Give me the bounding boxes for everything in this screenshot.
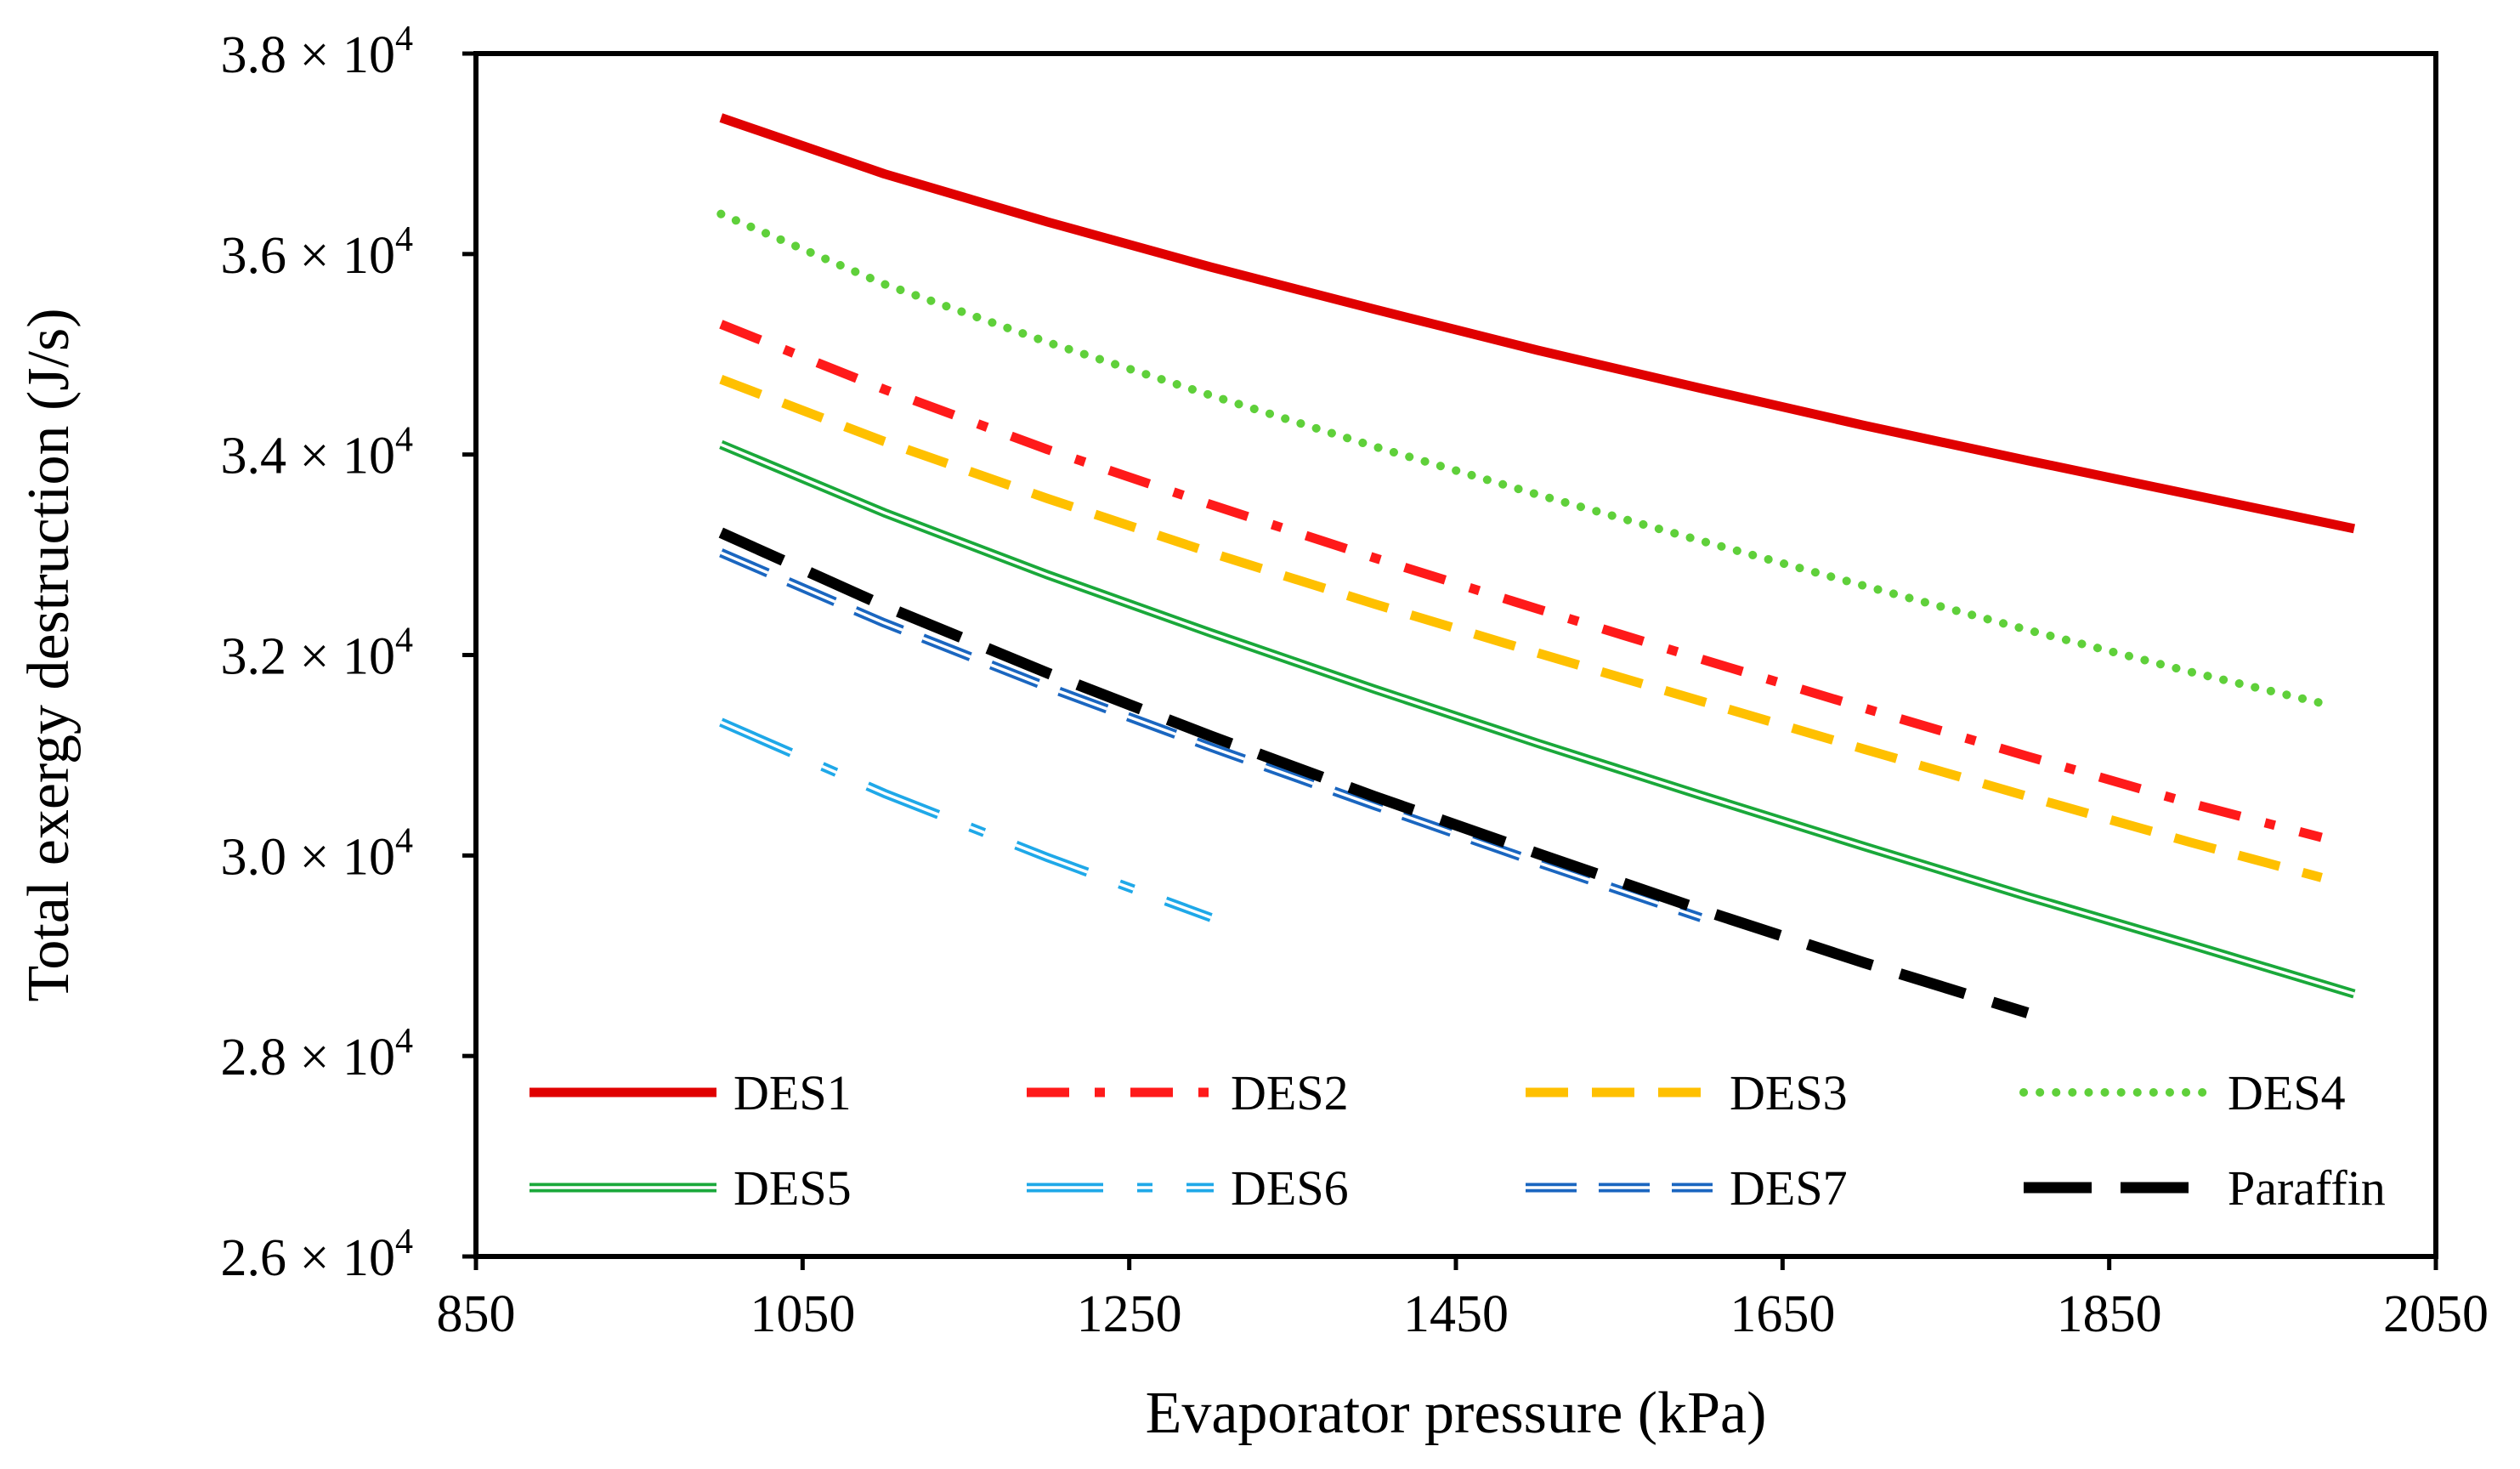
legend-label: Paraffin <box>2228 1160 2386 1216</box>
y-tick-label: 3.6 × 104 <box>221 220 413 285</box>
legend: DES1 DES2 DES3 DES4 DES5 DES6 DES7 Paraffin <box>529 1065 2386 1216</box>
x-axis-title: Evaporator pressure (kPa) <box>1146 1381 1767 1446</box>
series-des2 <box>719 320 2323 842</box>
legend-item: DES4 <box>2019 1065 2346 1120</box>
series-layer <box>716 113 2356 1018</box>
y-tick-label: 3.8 × 104 <box>221 20 413 84</box>
legend-item: DES1 <box>529 1065 852 1120</box>
series-line <box>719 375 2323 882</box>
legend-item: DES7 <box>1526 1160 1848 1216</box>
series-des4 <box>716 209 2326 708</box>
x-tick-label: 850 <box>437 1285 516 1343</box>
y-tick-label: 3.4 × 104 <box>221 421 413 485</box>
legend-label: DES1 <box>733 1065 852 1120</box>
legend-item: DES6 <box>1027 1160 1349 1216</box>
x-tick-label: 1450 <box>1403 1285 1509 1343</box>
series-paraffin <box>718 527 2030 1018</box>
legend-label: DES4 <box>2228 1065 2346 1120</box>
x-tick-label: 1850 <box>2057 1285 2162 1343</box>
legend-label: DES7 <box>1730 1160 1848 1216</box>
series-line <box>719 717 1213 922</box>
legend-item: DES3 <box>1526 1065 1848 1120</box>
y-tick-label: 2.8 × 104 <box>221 1022 413 1086</box>
legend-label: DES2 <box>1231 1065 1349 1120</box>
x-tick-label: 1250 <box>1077 1285 1182 1343</box>
x-tick-label: 1050 <box>750 1285 855 1343</box>
x-tick-label: 1650 <box>1730 1285 1835 1343</box>
y-ticks: 2.6 × 104 2.8 × 104 3.0 × 104 3.2 × 104 3.4 … <box>221 20 476 1287</box>
y-tick-label: 3.2 × 104 <box>221 621 413 686</box>
legend-item: Paraffin <box>2024 1160 2386 1216</box>
series-line <box>719 440 2356 999</box>
series-des5 <box>719 440 2356 999</box>
series-line <box>716 209 2326 708</box>
series-line <box>719 113 2356 534</box>
legend-label: DES5 <box>733 1160 852 1216</box>
x-ticks: 850 1050 1250 1450 1650 1850 2050 <box>437 1256 2489 1343</box>
y-tick-label: 2.6 × 104 <box>221 1222 413 1287</box>
legend-item: DES2 <box>1027 1065 1349 1120</box>
legend-label: DES3 <box>1730 1065 1848 1120</box>
series-line-inner <box>720 443 2355 995</box>
series-des3 <box>719 375 2323 882</box>
series-line <box>718 527 2030 1018</box>
series-line <box>719 320 2323 842</box>
y-axis-title: Total exergy destruction (J/s) <box>16 308 82 1001</box>
legend-item: DES5 <box>529 1160 852 1216</box>
series-line-inner <box>720 551 1702 920</box>
series-des1 <box>719 113 2356 534</box>
series-line-inner <box>720 720 1212 920</box>
legend-label: DES6 <box>1231 1160 1349 1216</box>
y-tick-label: 3.0 × 104 <box>221 821 413 886</box>
series-des6 <box>719 717 1213 922</box>
series-des7 <box>719 548 1703 922</box>
x-tick-label: 2050 <box>2383 1285 2489 1343</box>
